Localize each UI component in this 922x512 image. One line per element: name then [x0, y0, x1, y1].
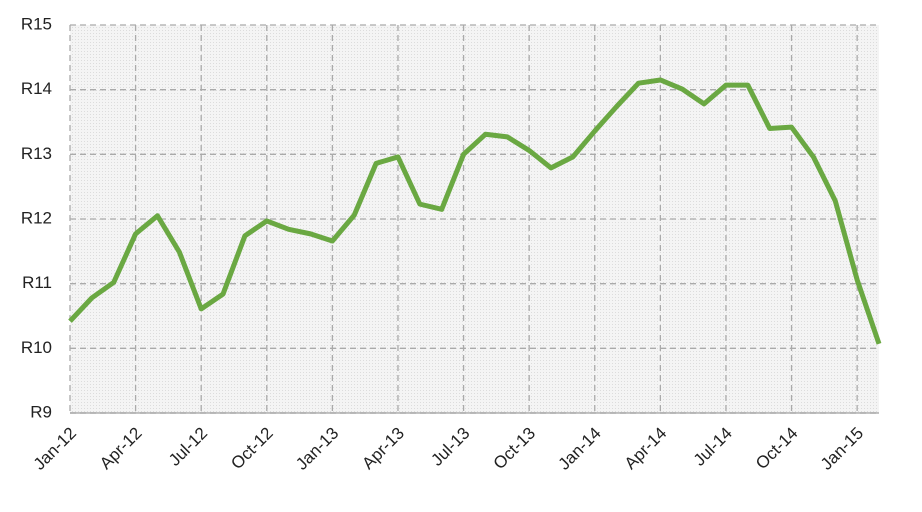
x-tick-label: Oct-13 — [490, 424, 540, 474]
y-tick-label: R12 — [21, 208, 52, 227]
x-tick-label: Jul-13 — [427, 424, 473, 470]
x-tick-label: Oct-14 — [752, 424, 802, 474]
x-tick-label: Jan-13 — [292, 424, 342, 474]
x-tick-label: Jan-12 — [30, 424, 80, 474]
y-tick-label: R13 — [21, 144, 52, 163]
x-tick-label: Apr-13 — [358, 424, 408, 474]
x-tick-label: Jul-12 — [165, 424, 211, 470]
x-tick-label: Apr-14 — [621, 424, 671, 474]
x-tick-label: Jul-14 — [690, 424, 736, 470]
x-tick-label: Jan-14 — [555, 424, 605, 474]
x-tick-label: Apr-12 — [96, 424, 146, 474]
y-tick-label: R11 — [22, 273, 52, 292]
y-tick-label: R15 — [21, 14, 52, 33]
x-tick-label: Oct-12 — [227, 424, 277, 474]
y-tick-label: R14 — [21, 79, 52, 98]
y-tick-label: R10 — [21, 338, 52, 357]
line — [68, 77, 882, 345]
y-tick-label: R9 — [30, 402, 52, 421]
x-tick-label: Jan-15 — [817, 424, 867, 474]
